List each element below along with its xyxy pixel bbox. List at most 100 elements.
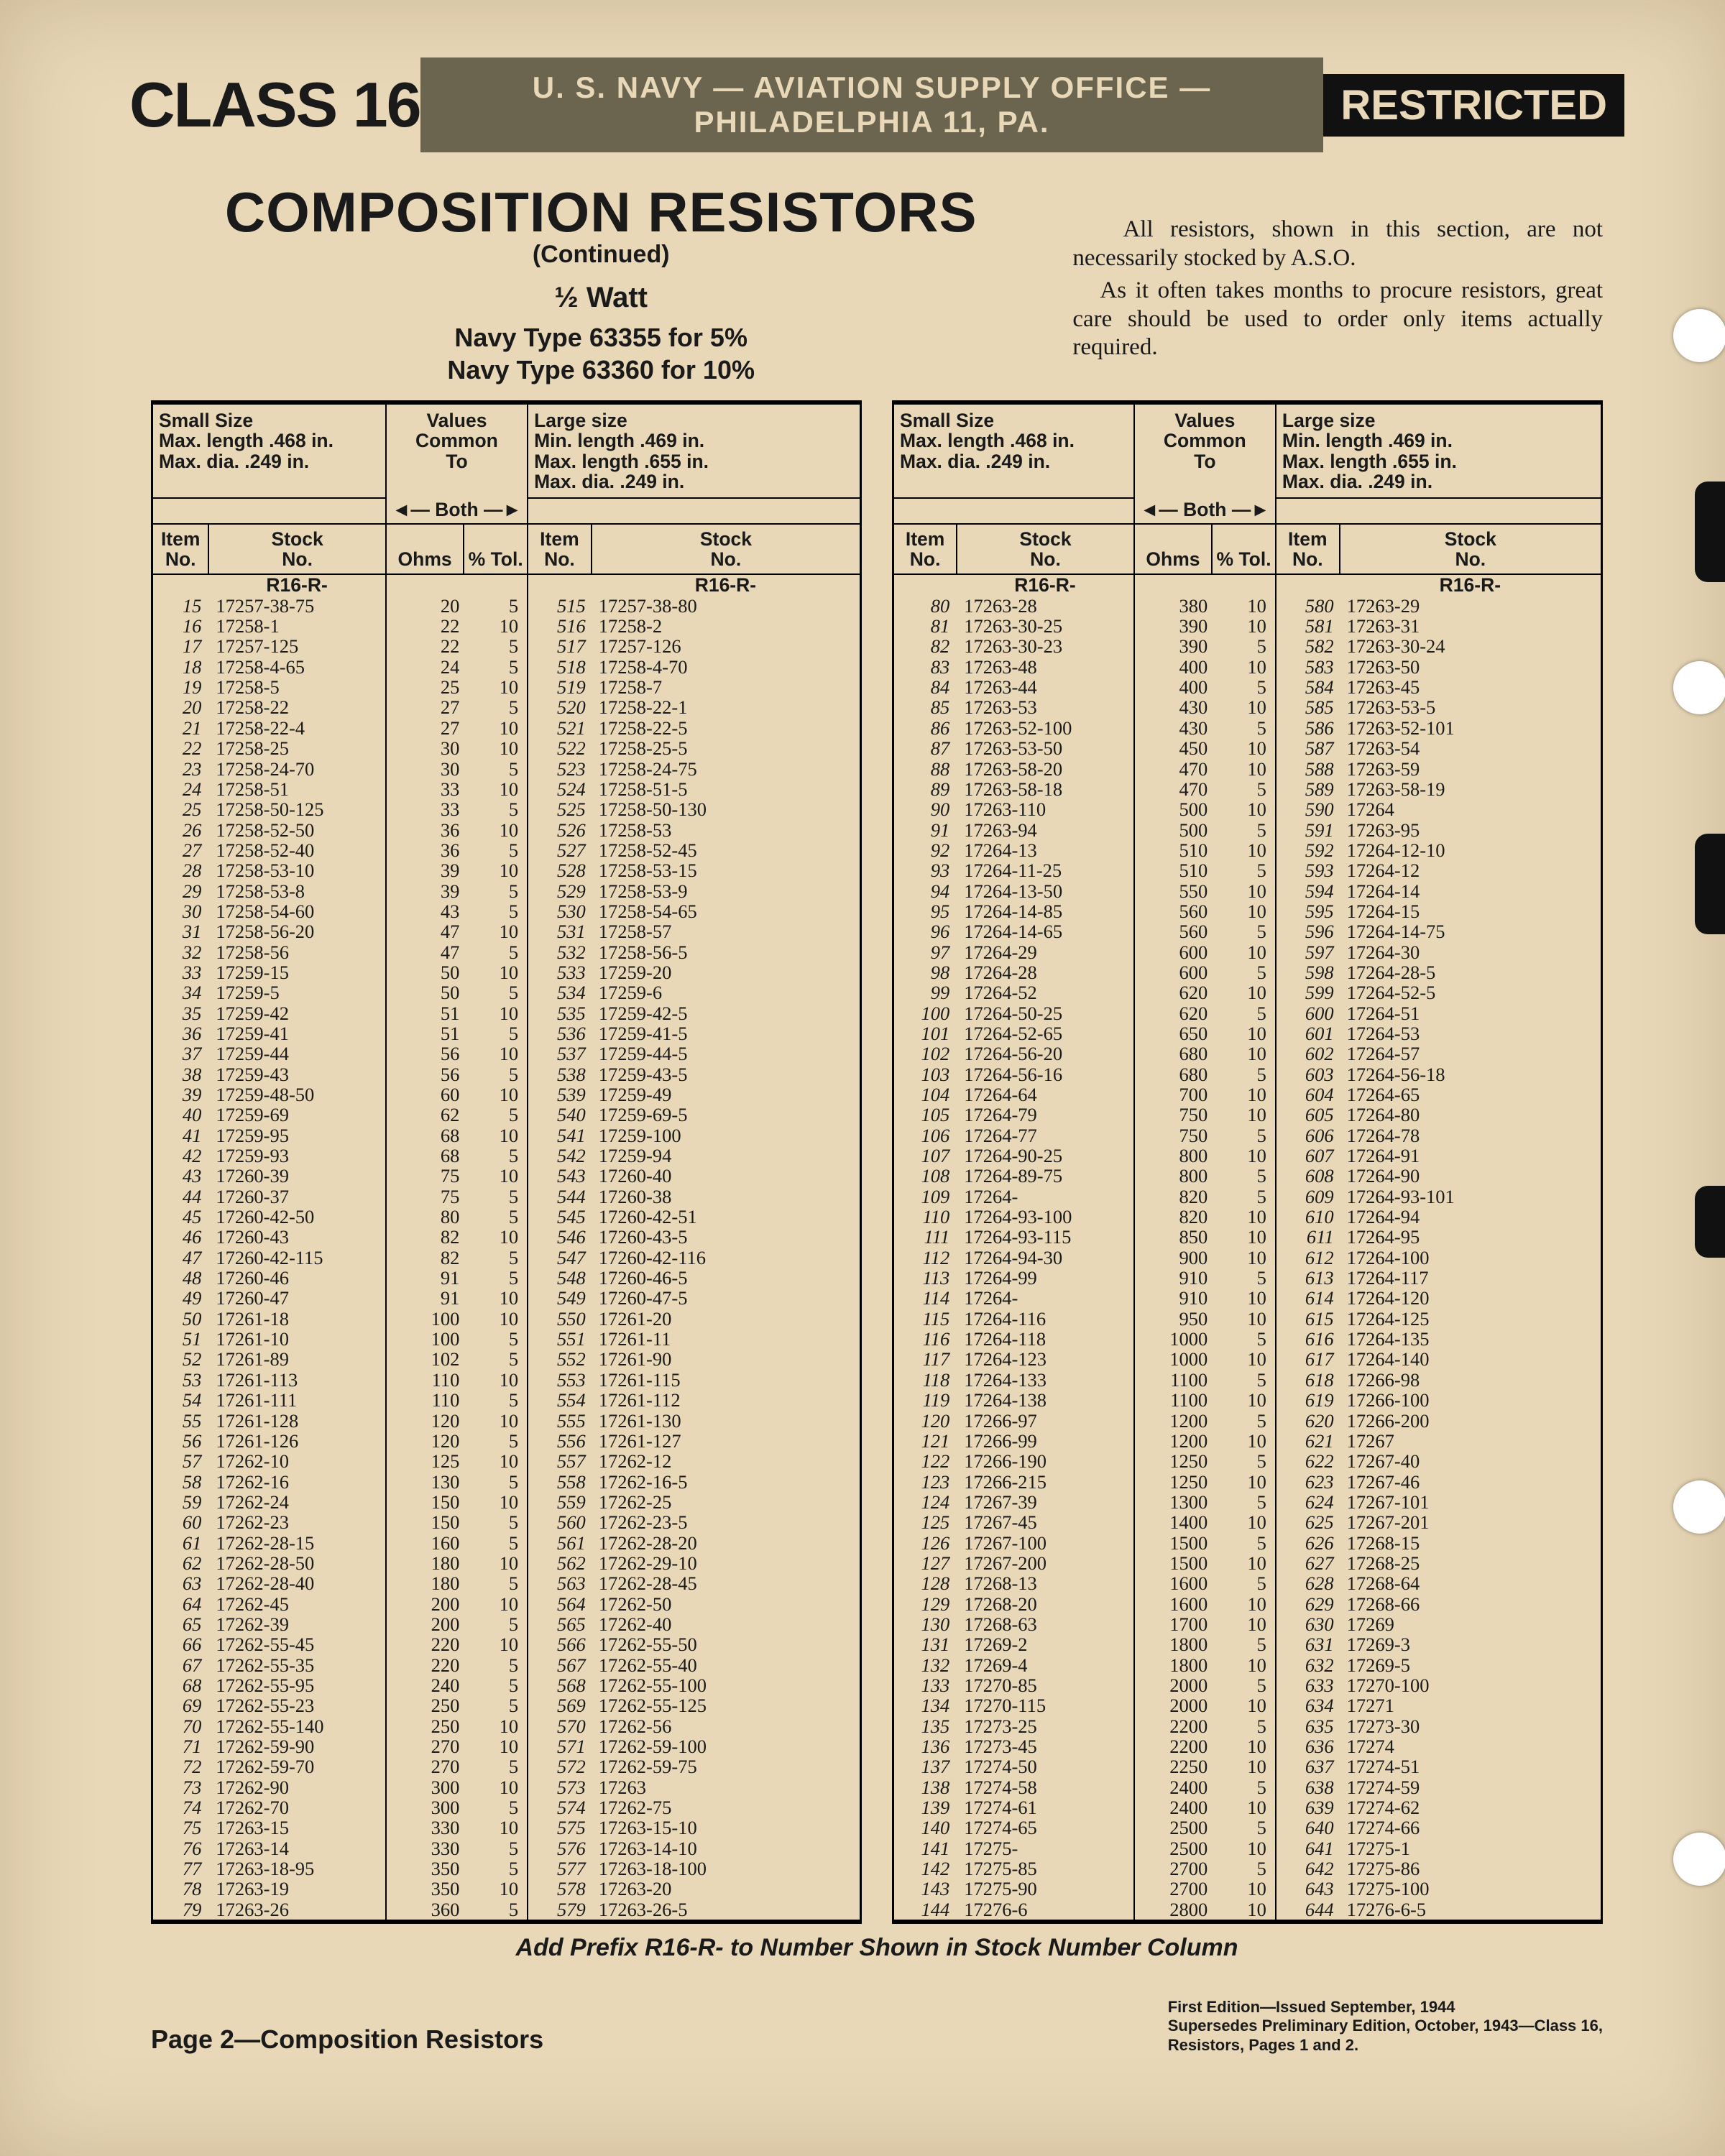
cell-item: 36 bbox=[152, 1023, 209, 1044]
cell-stock2: 17257-126 bbox=[592, 636, 861, 656]
cell-stock: 17276-6 bbox=[957, 1899, 1134, 1922]
punch-hole-icon bbox=[1673, 661, 1725, 714]
cell-item2: 548 bbox=[528, 1268, 592, 1288]
cell-stock2: 17260-47-5 bbox=[592, 1288, 861, 1308]
edition-note: First Edition—Issued September, 1944 Sup… bbox=[1168, 1998, 1603, 2055]
cell-stock: 17264-29 bbox=[957, 942, 1134, 962]
table-row: 17 17257-125 22 5 517 17257-126 bbox=[152, 636, 861, 656]
cell-ohms: 125 bbox=[386, 1451, 464, 1471]
hdr-both: ◄— Both —► bbox=[386, 498, 528, 523]
cell-tol: 10 bbox=[1212, 1431, 1276, 1451]
hdr-large: Large sizeMin. length .469 in.Max. lengt… bbox=[528, 402, 860, 498]
cell-ohms: 1300 bbox=[1134, 1492, 1212, 1512]
table-row: 73 17262-90 300 10 573 17263 bbox=[152, 1777, 861, 1797]
cell-item2: 611 bbox=[1276, 1227, 1340, 1247]
cell-ohms: 1500 bbox=[1134, 1553, 1212, 1573]
table-row: 118 17264-133 1100 5 618 17266-98 bbox=[893, 1370, 1602, 1390]
cell-stock2: 17264-125 bbox=[1340, 1309, 1602, 1329]
cell-stock2: 17264-57 bbox=[1340, 1044, 1602, 1064]
cell-item: 46 bbox=[152, 1227, 209, 1247]
sub-tol: % Tol. bbox=[464, 524, 528, 575]
cell-tol: 5 bbox=[1212, 962, 1276, 982]
cell-item2: 542 bbox=[528, 1146, 592, 1166]
table-row: 41 17259-95 68 10 541 17259-100 bbox=[152, 1125, 861, 1146]
table-row: 78 17263-19 350 10 578 17263-20 bbox=[152, 1879, 861, 1899]
cell-item: 81 bbox=[893, 616, 957, 636]
table-row: 93 17264-11-25 510 5 593 17264-12 bbox=[893, 860, 1602, 880]
cell-item: 108 bbox=[893, 1166, 957, 1186]
cell-item: 24 bbox=[152, 779, 209, 799]
table-row: 92 17264-13 510 10 592 17264-12-10 bbox=[893, 840, 1602, 860]
cell-stock2: 17269 bbox=[1340, 1614, 1602, 1634]
cell-ohms: 390 bbox=[1134, 616, 1212, 636]
cell-tol: 5 bbox=[464, 636, 528, 656]
cell-tol: 5 bbox=[464, 1064, 528, 1084]
cell-ohms: 100 bbox=[386, 1309, 464, 1329]
cell-stock: 17264-123 bbox=[957, 1349, 1134, 1369]
cell-item: 47 bbox=[152, 1248, 209, 1268]
cell-ohms: 950 bbox=[1134, 1309, 1212, 1329]
cell-stock2: 17268-15 bbox=[1340, 1533, 1602, 1553]
cell-stock2: 17264-28-5 bbox=[1340, 962, 1602, 982]
cell-stock: 17274-65 bbox=[957, 1818, 1134, 1838]
cell-item: 122 bbox=[893, 1451, 957, 1471]
cell-item: 65 bbox=[152, 1614, 209, 1634]
cell-stock2: 17263-15-10 bbox=[592, 1818, 861, 1838]
table-row: 109 17264- 820 5 609 17264-93-101 bbox=[893, 1187, 1602, 1207]
cell-stock: 17263-52-100 bbox=[957, 718, 1134, 738]
head-block: COMPOSITION RESISTORS (Continued) ½ Watt… bbox=[151, 172, 1603, 386]
cell-stock: 17257-38-75 bbox=[208, 596, 386, 616]
cell-item2: 534 bbox=[528, 982, 592, 1003]
cell-item2: 636 bbox=[1276, 1736, 1340, 1756]
table-row: 15 17257-38-75 20 5 515 17257-38-80 bbox=[152, 596, 861, 616]
cell-ohms: 2700 bbox=[1134, 1879, 1212, 1899]
cell-item2: 574 bbox=[528, 1797, 592, 1818]
cell-item: 141 bbox=[893, 1838, 957, 1858]
table-row: 140 17274-65 2500 5 640 17274-66 bbox=[893, 1818, 1602, 1838]
resistor-table-left: Small SizeMax. length .468 in.Max. dia. … bbox=[151, 400, 862, 1924]
cell-stock: 17262-55-35 bbox=[208, 1655, 386, 1675]
cell-stock: 17263-18-95 bbox=[208, 1858, 386, 1879]
cell-item2: 619 bbox=[1276, 1390, 1340, 1410]
cell-item2: 583 bbox=[1276, 657, 1340, 677]
cell-item: 60 bbox=[152, 1512, 209, 1532]
cell-item: 112 bbox=[893, 1248, 957, 1268]
type-10: Navy Type 63360 for 10% bbox=[151, 354, 1051, 386]
cell-stock2: 17261-127 bbox=[592, 1431, 861, 1451]
cell-stock2: 17264-14 bbox=[1340, 881, 1602, 901]
cell-item: 121 bbox=[893, 1431, 957, 1451]
cell-tol: 5 bbox=[1212, 1818, 1276, 1838]
cell-stock2: 17263-54 bbox=[1340, 738, 1602, 758]
cell-tol: 5 bbox=[1212, 779, 1276, 799]
cell-item: 120 bbox=[893, 1411, 957, 1431]
cell-stock: 17259-5 bbox=[208, 982, 386, 1003]
cell-item: 55 bbox=[152, 1411, 209, 1431]
cell-item2: 546 bbox=[528, 1227, 592, 1247]
cell-item: 123 bbox=[893, 1472, 957, 1492]
cell-stock: 17269-2 bbox=[957, 1634, 1134, 1654]
table-row: 144 17276-6 2800 10 644 17276-6-5 bbox=[893, 1899, 1602, 1922]
cell-item2: 596 bbox=[1276, 921, 1340, 941]
cell-ohms: 2000 bbox=[1134, 1675, 1212, 1695]
cell-tol: 10 bbox=[1212, 738, 1276, 758]
cell-stock2: 17273-30 bbox=[1340, 1716, 1602, 1736]
cell-stock: 17270-115 bbox=[957, 1695, 1134, 1715]
cell-stock: 17264-99 bbox=[957, 1268, 1134, 1288]
cell-stock: 17259-42 bbox=[208, 1003, 386, 1023]
cell-tol: 10 bbox=[464, 1227, 528, 1247]
cell-stock2: 17263-31 bbox=[1340, 616, 1602, 636]
cell-stock2: 17258-24-75 bbox=[592, 759, 861, 779]
table-row: 133 17270-85 2000 5 633 17270-100 bbox=[893, 1675, 1602, 1695]
cell-stock: 17262-28-40 bbox=[208, 1573, 386, 1593]
cell-item: 132 bbox=[893, 1655, 957, 1675]
cell-tol: 10 bbox=[1212, 697, 1276, 717]
cell-item2: 524 bbox=[528, 779, 592, 799]
cell-stock2: 17274-59 bbox=[1340, 1777, 1602, 1797]
hdr-values: ValuesCommonTo bbox=[386, 402, 528, 498]
cell-stock2: 17264-90 bbox=[1340, 1166, 1602, 1186]
cell-stock: 17264-14-85 bbox=[957, 901, 1134, 921]
cell-stock: 17258-50-125 bbox=[208, 799, 386, 819]
table-row: 24 17258-51 33 10 524 17258-51-5 bbox=[152, 779, 861, 799]
cell-item: 79 bbox=[152, 1899, 209, 1922]
cell-stock: 17264-90-25 bbox=[957, 1146, 1134, 1166]
